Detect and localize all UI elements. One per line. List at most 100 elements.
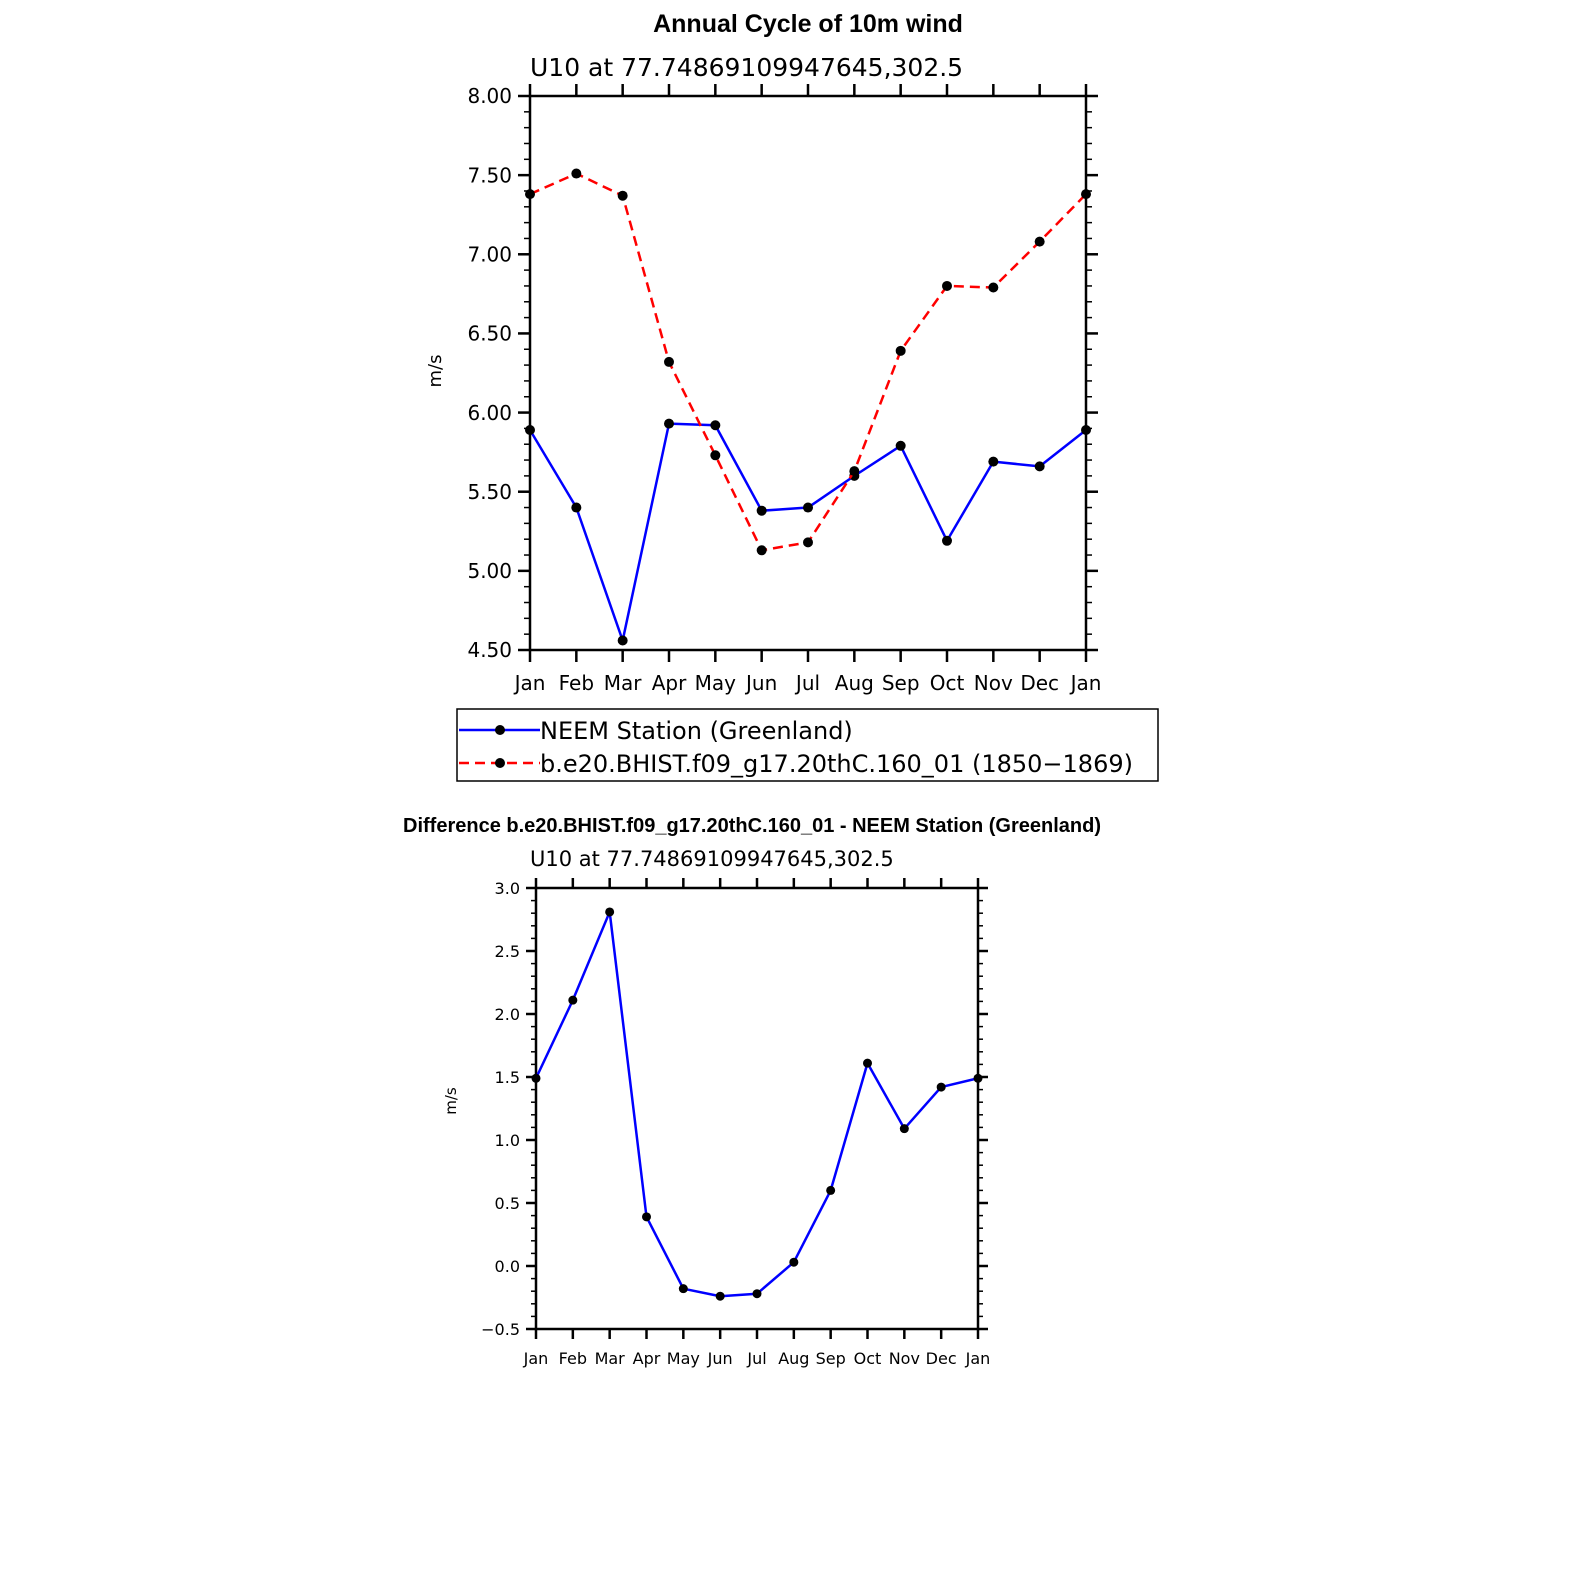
x-tick-label: May xyxy=(695,671,737,695)
chart-subtitle: U10 at 77.74869109947645,302.5 xyxy=(530,847,894,871)
x-tick-label: Apr xyxy=(633,1349,661,1368)
x-tick-label: Aug xyxy=(835,671,874,695)
annual-cycle-chart: Annual Cycle of 10m wind U10 at 77.74869… xyxy=(425,10,1101,695)
data-point xyxy=(803,502,813,513)
data-point xyxy=(942,280,952,291)
y-tick-label: 0.0 xyxy=(495,1257,520,1276)
x-tick-label: Jul xyxy=(794,671,820,695)
data-point xyxy=(942,535,952,546)
plot-frame xyxy=(528,94,1088,652)
legend-box xyxy=(456,708,1159,782)
y-tick-label: 3.0 xyxy=(495,879,520,898)
data-point xyxy=(973,1073,983,1083)
x-tick-label: Jan xyxy=(965,1349,991,1368)
chart-title: Annual Cycle of 10m wind xyxy=(653,10,963,38)
data-point xyxy=(988,282,999,293)
y-tick-label: 7.50 xyxy=(467,163,512,187)
legend-label-model: b.e20.BHIST.f09_g17.20thC.160_01 (1850−1… xyxy=(540,750,1133,778)
data-point xyxy=(568,995,578,1005)
data-point xyxy=(1034,236,1045,247)
data-point xyxy=(664,418,674,429)
data-point xyxy=(895,440,906,451)
chart-title: Difference b.e20.BHIST.f09_g17.20thC.160… xyxy=(403,815,1101,837)
series-line-0 xyxy=(534,910,979,1298)
data-point xyxy=(849,466,860,477)
x-tick-label: Nov xyxy=(889,1349,920,1368)
data-point xyxy=(605,907,615,917)
y-tick-label: 1.5 xyxy=(495,1068,520,1087)
data-point xyxy=(895,345,906,356)
x-tick-label: Jun xyxy=(707,1349,733,1368)
x-tick-label: Apr xyxy=(652,671,687,695)
data-point xyxy=(571,502,582,513)
series-line-1 xyxy=(529,172,1087,552)
y-axis-label: m/s xyxy=(425,355,446,388)
data-point xyxy=(756,545,767,556)
x-tick-label: May xyxy=(667,1349,700,1368)
x-tick-label: Dec xyxy=(1020,671,1059,695)
x-tick-label: Dec xyxy=(926,1349,957,1368)
data-point xyxy=(617,635,628,646)
data-point xyxy=(710,420,721,431)
x-tick-label: Mar xyxy=(595,1349,626,1368)
y-axis-label: m/s xyxy=(442,1087,460,1115)
y-tick-label: 7.00 xyxy=(467,242,512,266)
x-tick-label: Aug xyxy=(778,1349,809,1368)
x-tick-label: Jan xyxy=(1069,671,1102,695)
legend-label-neem: NEEM Station (Greenland) xyxy=(540,717,853,745)
data-point xyxy=(1081,189,1091,200)
data-point xyxy=(863,1058,872,1068)
legend-marker-neem xyxy=(495,725,505,735)
x-tick-label: Oct xyxy=(930,671,965,695)
x-tick-label: Mar xyxy=(604,671,643,695)
data-point xyxy=(936,1082,946,1092)
data-point xyxy=(642,1212,651,1222)
data-point xyxy=(752,1289,762,1299)
data-point xyxy=(789,1257,799,1267)
y-tick-label: 6.00 xyxy=(467,401,512,425)
y-tick-label: −0.5 xyxy=(481,1320,520,1339)
x-tick-label: Sep xyxy=(816,1349,846,1368)
legend-marker-model xyxy=(495,758,505,768)
data-point xyxy=(988,456,999,467)
y-tick-label: 5.50 xyxy=(467,480,512,504)
x-tick-label: Feb xyxy=(559,671,594,695)
data-point xyxy=(756,505,767,516)
data-point xyxy=(678,1284,688,1294)
y-tick-label: 5.00 xyxy=(467,559,512,583)
data-point xyxy=(571,168,582,179)
data-point xyxy=(803,537,813,548)
y-tick-label: 6.50 xyxy=(467,322,512,346)
x-tick-label: Jul xyxy=(746,1349,766,1368)
y-tick-label: 8.00 xyxy=(467,84,512,108)
data-point xyxy=(715,1291,725,1301)
x-tick-label: Jan xyxy=(523,1349,549,1368)
x-tick-label: Jan xyxy=(513,671,546,695)
data-point xyxy=(664,356,674,367)
plot-frame xyxy=(534,886,980,1331)
y-tick-label: 2.0 xyxy=(495,1005,520,1024)
y-tick-label: 4.50 xyxy=(467,638,512,662)
x-tick-label: Sep xyxy=(882,671,920,695)
data-point xyxy=(899,1124,909,1134)
data-point xyxy=(710,450,721,461)
data-point xyxy=(531,1073,541,1083)
data-point xyxy=(617,190,628,201)
legend: NEEM Station (Greenland) b.e20.BHIST.f09… xyxy=(456,708,1159,782)
chart-subtitle: U10 at 77.74869109947645,302.5 xyxy=(530,53,963,82)
x-tick-label: Nov xyxy=(974,671,1013,695)
difference-chart: Difference b.e20.BHIST.f09_g17.20thC.160… xyxy=(403,815,1101,1368)
y-tick-label: 0.5 xyxy=(495,1194,520,1213)
x-tick-label: Oct xyxy=(854,1349,882,1368)
data-point xyxy=(826,1185,836,1195)
data-point xyxy=(1034,461,1045,472)
y-tick-label: 1.0 xyxy=(495,1131,520,1150)
data-point xyxy=(1081,424,1091,435)
y-tick-label: 2.5 xyxy=(495,942,520,961)
data-point xyxy=(525,189,535,200)
x-tick-label: Feb xyxy=(559,1349,587,1368)
x-tick-label: Jun xyxy=(744,671,777,695)
data-point xyxy=(525,424,535,435)
series-line-0 xyxy=(528,422,1087,642)
